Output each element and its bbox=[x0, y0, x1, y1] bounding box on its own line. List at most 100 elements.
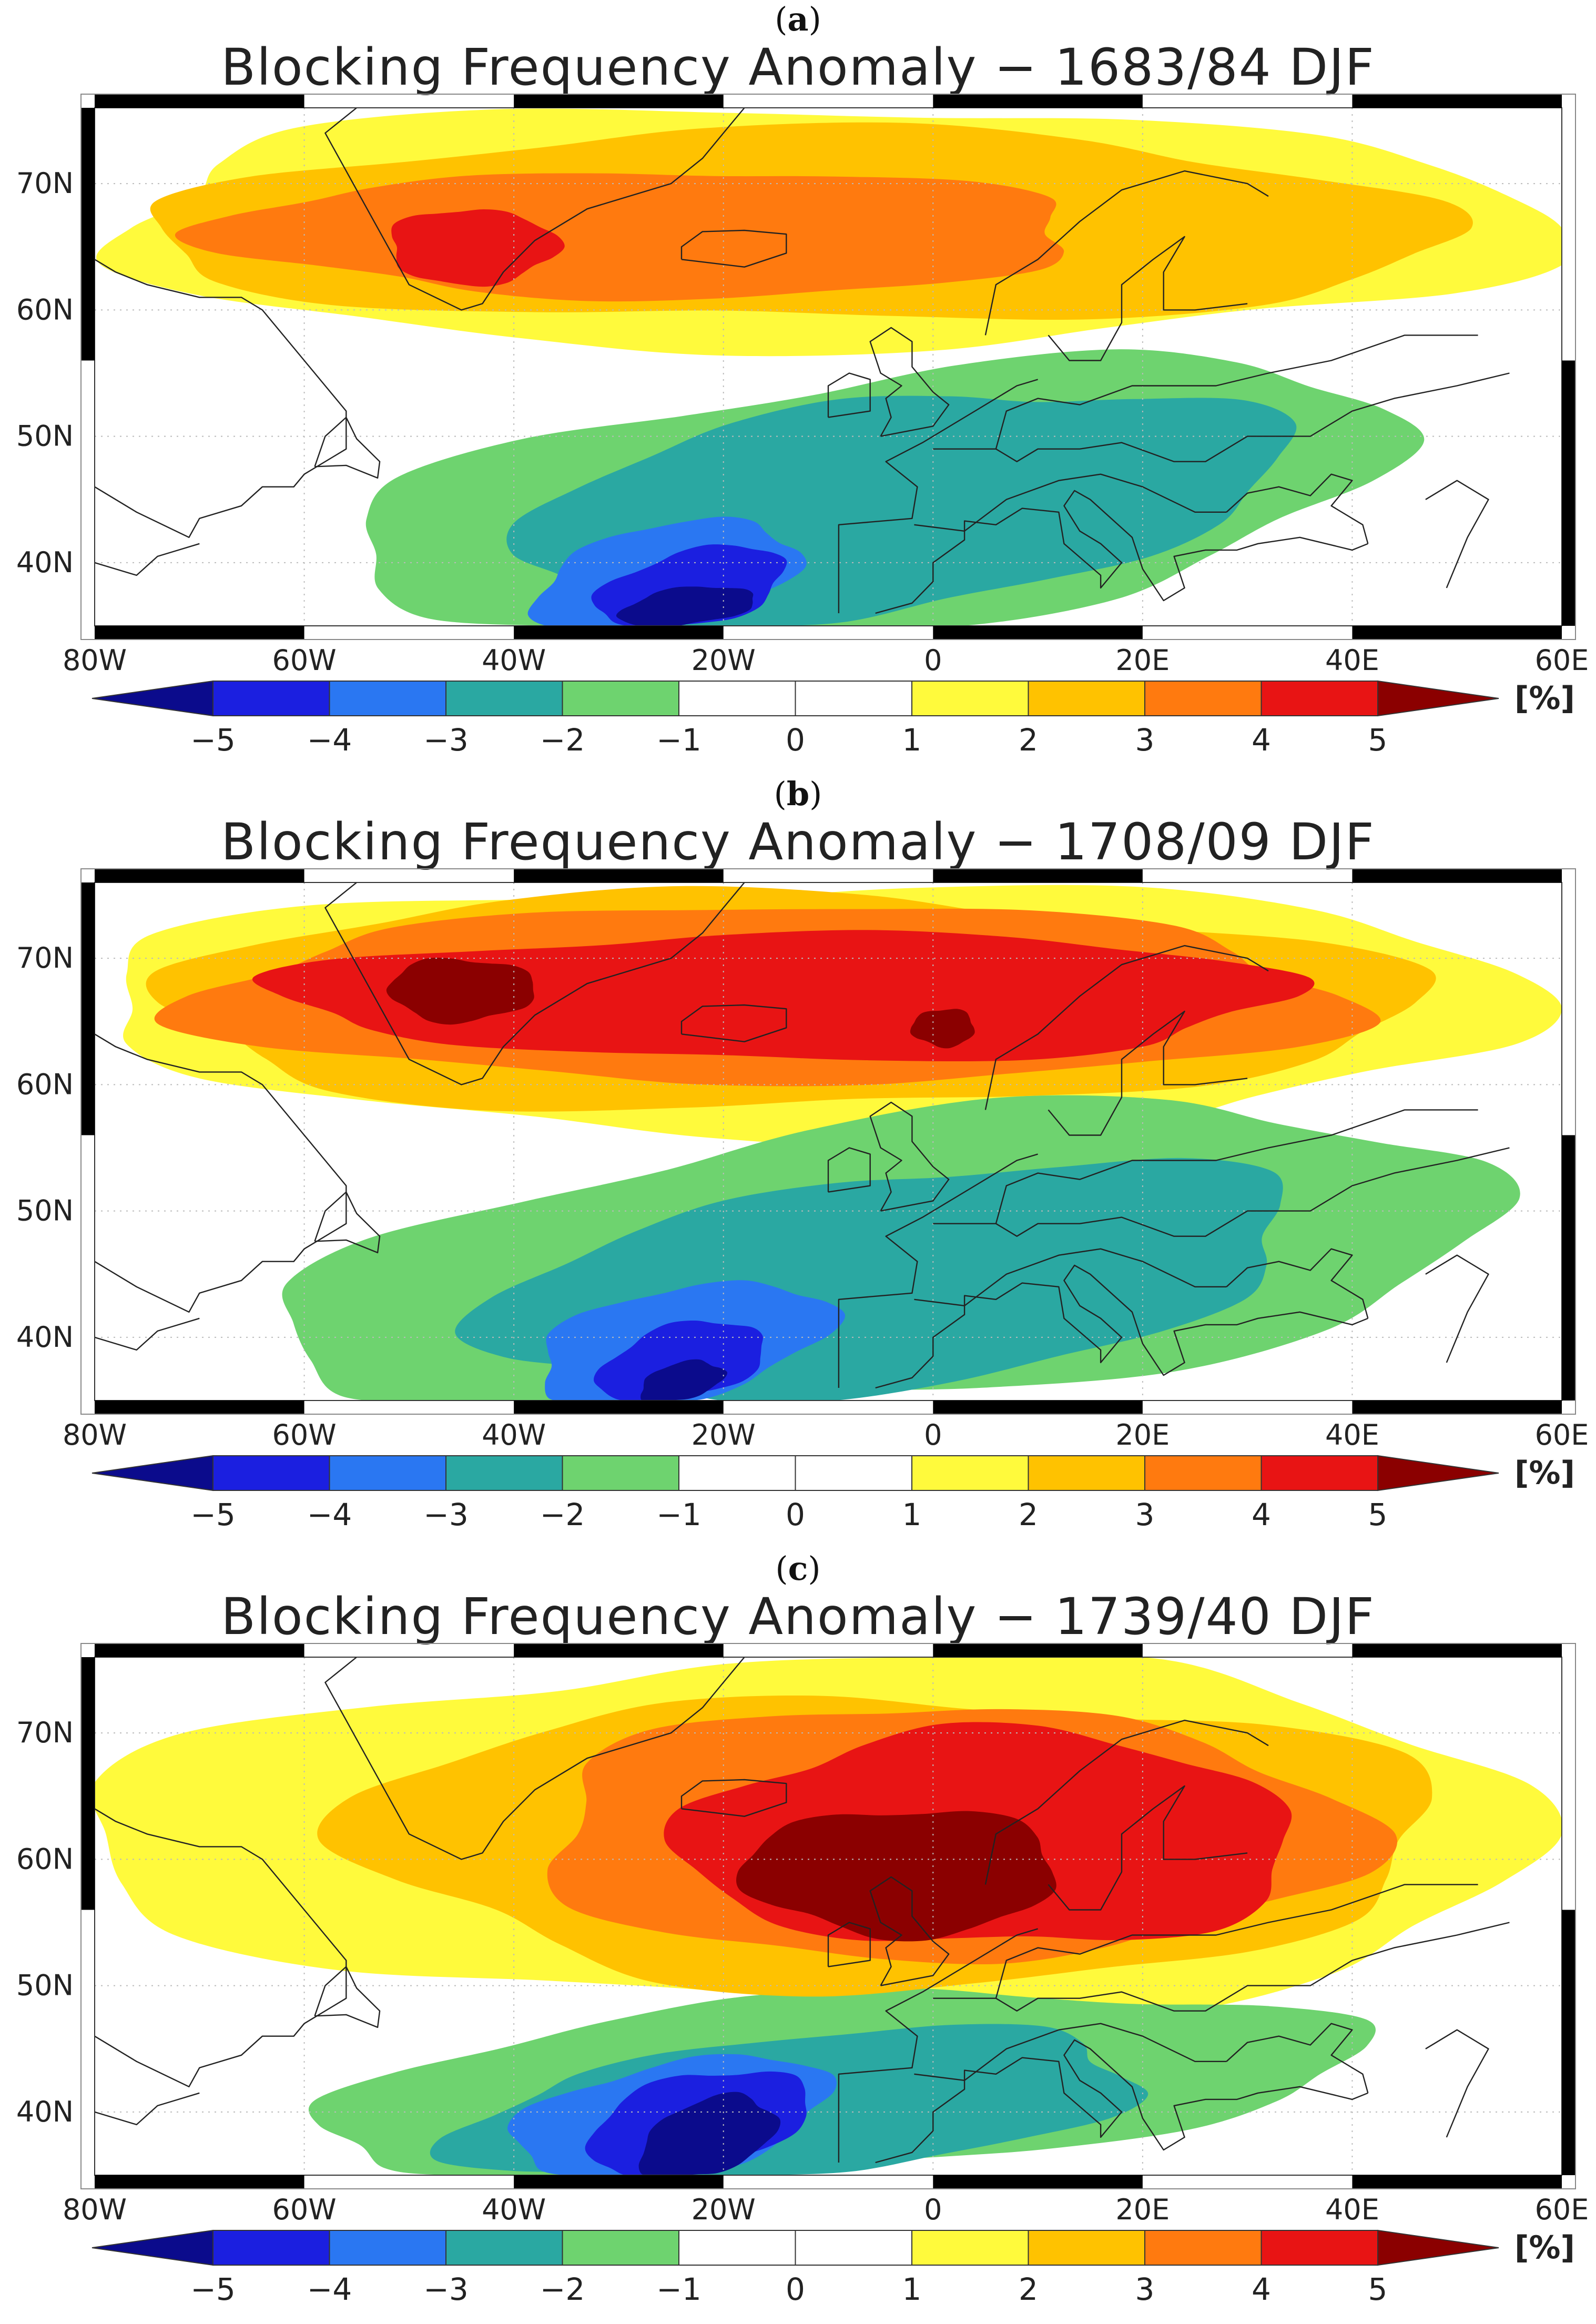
coastline bbox=[914, 2023, 1227, 2081]
coastline bbox=[95, 543, 200, 576]
lat-label: 50N bbox=[16, 420, 74, 453]
frame-band bbox=[933, 869, 1143, 882]
lat-label: 60N bbox=[16, 1842, 74, 1875]
lat-label: 60N bbox=[16, 293, 74, 326]
colorbar-tick: −3 bbox=[423, 2271, 469, 2307]
anomaly-region-neg5 bbox=[616, 586, 754, 626]
colorbar-tick: −2 bbox=[540, 2271, 585, 2307]
colorbar-arrow-right bbox=[1377, 680, 1499, 717]
colorbar-tick: 2 bbox=[1019, 2271, 1038, 2307]
coastline bbox=[314, 1966, 381, 2028]
colorbar-tick: −5 bbox=[190, 2271, 236, 2307]
frame-band bbox=[514, 626, 724, 640]
colorbar-tick: 4 bbox=[1252, 1497, 1271, 1533]
colorbar-unit: [%] bbox=[1514, 1455, 1575, 1491]
coastline bbox=[680, 1779, 787, 1817]
colorbar-tick: −3 bbox=[423, 1497, 469, 1533]
anomaly-field bbox=[95, 108, 1562, 626]
colorbar-unit: [%] bbox=[1514, 680, 1575, 717]
colorbar-arrow-left bbox=[92, 680, 214, 717]
frame-band bbox=[933, 1401, 1143, 1414]
coastline bbox=[914, 1248, 1227, 1306]
colorbar-arrow-right bbox=[1377, 2229, 1499, 2266]
lat-label: 40N bbox=[16, 1321, 74, 1354]
colorbar-tick: 0 bbox=[786, 722, 805, 758]
coastline bbox=[1425, 2029, 1489, 2138]
coastline bbox=[914, 473, 1227, 532]
coastline bbox=[314, 1191, 381, 1254]
anomaly-region-pos5 bbox=[386, 958, 534, 1025]
frame-band bbox=[1562, 1910, 1575, 2175]
coastline bbox=[838, 1928, 1038, 2163]
colorbar-tick: −4 bbox=[307, 722, 352, 758]
frame-band bbox=[1352, 1401, 1562, 1414]
colorbar-tick: −3 bbox=[423, 722, 469, 758]
anomaly-field bbox=[95, 882, 1562, 1401]
lon-label: 80W bbox=[63, 644, 127, 677]
coastline bbox=[95, 1317, 200, 1351]
lon-label: 20W bbox=[692, 1418, 756, 1452]
lon-label: 40E bbox=[1325, 1418, 1379, 1452]
anomaly-region-pos5 bbox=[736, 1811, 1056, 1942]
colorbar-box bbox=[562, 2230, 679, 2266]
frame-band bbox=[95, 1643, 304, 1657]
coastline bbox=[995, 1109, 1478, 1224]
colorbar-tick: −5 bbox=[190, 1497, 236, 1533]
coastline bbox=[827, 1147, 871, 1193]
lon-label: 0 bbox=[924, 2193, 942, 2226]
colorbar-tick: 0 bbox=[786, 2271, 805, 2307]
coastline bbox=[984, 170, 1269, 336]
colorbar-arrow-right bbox=[1377, 1455, 1499, 1491]
lat-label: 70N bbox=[16, 167, 74, 200]
frame-band bbox=[933, 2175, 1143, 2189]
colorbar-tick: −1 bbox=[656, 2271, 702, 2307]
lon-label: 40W bbox=[482, 2193, 546, 2226]
lat-label: 50N bbox=[16, 1194, 74, 1227]
coastline bbox=[869, 1876, 950, 1986]
coastline bbox=[869, 1101, 950, 1212]
frame-band bbox=[514, 1643, 724, 1657]
coastline bbox=[95, 259, 347, 538]
coastline bbox=[1226, 1248, 1369, 1319]
frame-band bbox=[933, 94, 1143, 108]
lon-label: 40E bbox=[1325, 2193, 1379, 2226]
colorbar-box bbox=[329, 2230, 446, 2266]
colorbar-box bbox=[1260, 681, 1378, 716]
lon-label: 40W bbox=[482, 644, 546, 677]
panel-title: Blocking Frequency Anomaly − 1708/09 DJF bbox=[221, 813, 1375, 871]
lon-label: 20E bbox=[1115, 2193, 1170, 2226]
coastline bbox=[995, 1884, 1478, 1999]
colorbar-box bbox=[1144, 1455, 1262, 1491]
lat-label: 70N bbox=[16, 1716, 74, 1749]
colorbar-box bbox=[678, 2230, 796, 2266]
coastline bbox=[1048, 1010, 1248, 1136]
colorbar-tick: −5 bbox=[190, 722, 236, 758]
colorbar-tick: 2 bbox=[1019, 722, 1038, 758]
coastline bbox=[1226, 473, 1369, 544]
colorbar-box bbox=[1028, 681, 1145, 716]
anomaly-region-neg5 bbox=[638, 2092, 781, 2175]
colorbar-tick: −4 bbox=[307, 1497, 352, 1533]
frame-band bbox=[1562, 1135, 1575, 1401]
colorbar-tick: 1 bbox=[902, 1497, 922, 1533]
coastline bbox=[838, 379, 1038, 613]
frame-band bbox=[514, 869, 724, 882]
lon-label: 60W bbox=[272, 2193, 337, 2226]
colorbar-box bbox=[212, 681, 330, 716]
coastline bbox=[95, 1808, 347, 2087]
lon-label: 20E bbox=[1115, 644, 1170, 677]
coastline bbox=[95, 2092, 200, 2126]
anomaly-region-pos3 bbox=[175, 173, 1064, 302]
colorbar-box bbox=[678, 1455, 796, 1491]
frame-band bbox=[95, 869, 304, 882]
colorbar-tick: 1 bbox=[902, 2271, 922, 2307]
coastline bbox=[984, 1719, 1269, 1885]
colorbar-tick: −2 bbox=[540, 1497, 585, 1533]
colorbar-box bbox=[1028, 2230, 1145, 2266]
colorbar-tick: 3 bbox=[1135, 1497, 1155, 1533]
frame-band bbox=[95, 94, 304, 108]
frame-band bbox=[933, 626, 1143, 640]
coastline bbox=[680, 1004, 787, 1042]
frame-band bbox=[1352, 2175, 1562, 2189]
lon-label: 60W bbox=[272, 1418, 337, 1452]
